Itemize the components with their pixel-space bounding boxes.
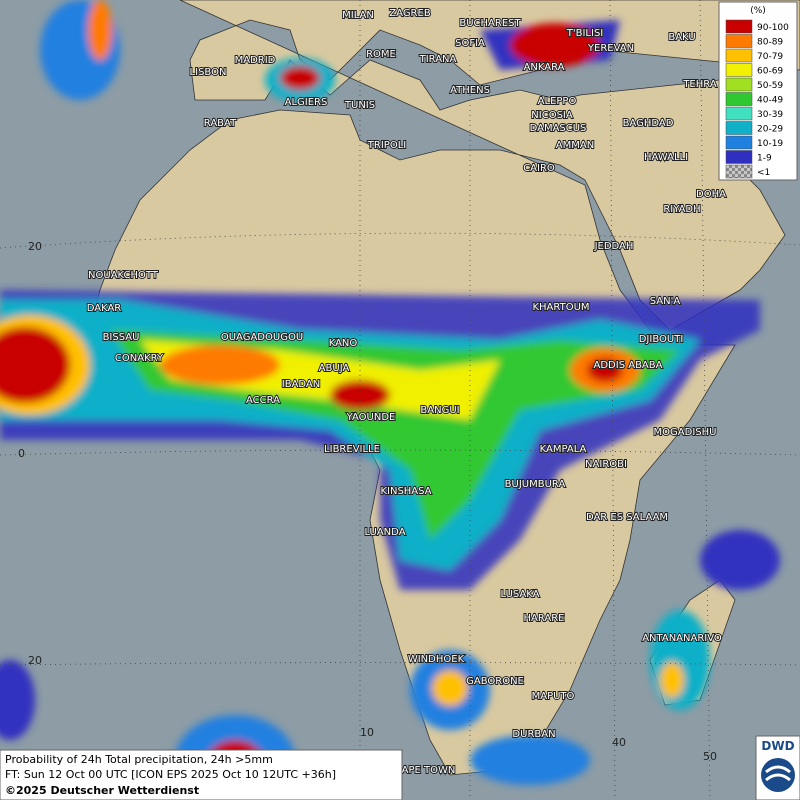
city-label: ATHENS <box>450 85 490 96</box>
city-label: ANTANANARIVO <box>642 633 722 644</box>
city-label: KAMPALA <box>540 444 587 455</box>
city-label: KANO <box>329 338 358 349</box>
caption-box <box>0 749 403 800</box>
legend-swatch <box>725 150 753 164</box>
legend-label: 90-100 <box>757 23 789 33</box>
city-label: ACCRA <box>246 395 280 406</box>
legend-swatch <box>725 19 753 34</box>
city-label: DJIBOUTI <box>639 334 684 345</box>
city-label: CONAKRY <box>115 353 164 364</box>
legend-swatch <box>725 121 753 135</box>
city-label: ADDIS ABABA <box>594 360 663 371</box>
city-label: HAWALLI <box>644 152 688 163</box>
legend-label: 20-29 <box>757 125 783 135</box>
logo: DWD <box>761 739 794 753</box>
city-label: KINSHASA <box>380 486 431 497</box>
city-label: SAN'A <box>650 296 681 307</box>
city-label: T'BILISI <box>566 28 603 39</box>
city-label: DOHA <box>696 189 726 200</box>
city-label: NOUAKCHOTT <box>88 270 159 281</box>
city-label: LUANDA <box>364 527 405 538</box>
city-label: ROME <box>366 49 396 60</box>
city-label: MAPUTO <box>532 691 575 702</box>
city-label: IBADAN <box>282 379 321 390</box>
legend-label: 50-59 <box>757 81 783 91</box>
caption-line: Probability of 24h Total precipitation, … <box>5 753 273 766</box>
legend-label: 70-79 <box>757 52 783 62</box>
city-label: RIYADH <box>663 204 700 215</box>
city-label: LUSAKA <box>501 589 540 600</box>
city-label: KHARTOUM <box>532 302 589 313</box>
city-label: DAKAR <box>87 303 122 314</box>
graticule-label: 20 <box>28 240 42 253</box>
city-label: ANKARA <box>524 62 565 73</box>
legend-swatch <box>725 77 753 92</box>
city-label: ABUJA <box>319 363 350 374</box>
city-label: BISSAU <box>103 332 140 343</box>
legend-swatch <box>725 106 753 121</box>
legend-swatch <box>725 164 753 179</box>
city-label: ALGIERS <box>285 97 328 108</box>
legend-label: <1 <box>757 168 770 178</box>
graticule-label: 40 <box>612 736 626 749</box>
legend-label: 30-39 <box>757 110 783 120</box>
caption-line: FT: Sun 12 Oct 00 UTC [ICON EPS 2025 Oct… <box>5 768 336 781</box>
city-label: CAPE TOWN <box>395 765 456 776</box>
city-label: RABAT <box>204 118 237 129</box>
city-label: TRIPOLI <box>367 140 406 151</box>
graticule-label: 10 <box>360 726 374 739</box>
city-label: WINDHOEK <box>408 654 465 665</box>
city-label: YAOUNDE <box>346 412 396 423</box>
legend-swatch <box>725 48 753 63</box>
city-label: BAKU <box>668 32 695 43</box>
legend-label: 10-19 <box>757 139 783 149</box>
city-label: MILAN <box>342 10 374 21</box>
logo-waves <box>765 765 791 782</box>
city-label: CAIRO <box>523 163 555 174</box>
city-label: YEREVAN <box>587 43 634 54</box>
city-label: ZAGREB <box>389 8 431 19</box>
city-label: NAIROBI <box>585 459 627 470</box>
legend-unit: (%) <box>750 6 766 16</box>
graticule-labels: 20 0 20 10 40 50 <box>18 240 717 763</box>
city-label: BAGHDAD <box>623 118 674 129</box>
city-label: DAR ES SALAAM <box>586 512 668 523</box>
city-label: LISBON <box>190 67 227 78</box>
city-label: TIRANA <box>419 54 457 65</box>
legend-label: 40-49 <box>757 96 783 106</box>
city-labels: MILAN ZAGREB BUCHAREST T'BILISI BAKU LISBON MA… <box>86 7 727 777</box>
city-label: TEHRA <box>682 79 716 90</box>
legend: (%) 90-100 80-89 70-79 60-69 50-59 40-49 30-39… <box>718 1 798 181</box>
caption-copyright: ©2025 Deutscher Wetterdienst <box>5 784 199 797</box>
city-label: MADRID <box>235 55 276 66</box>
legend-label: 80-89 <box>757 38 783 48</box>
city-label: BANGUI <box>420 405 459 416</box>
graticule-label: 50 <box>703 750 717 763</box>
city-label: ALEPPO <box>538 96 577 107</box>
city-label: BUCHAREST <box>459 18 521 29</box>
legend-swatch <box>725 63 753 77</box>
city-label: SOFIA <box>455 38 485 49</box>
city-label: DAMASCUS <box>530 123 587 134</box>
city-label: LIBREVILLE <box>324 444 380 455</box>
city-label: DURBAN <box>512 729 555 740</box>
legend-label: 60-69 <box>757 67 783 77</box>
city-label: GABORONE <box>466 676 524 687</box>
legend-swatch <box>725 34 753 48</box>
city-label: HARARE <box>523 613 564 624</box>
graticule-label: 0 <box>18 447 25 460</box>
legend-swatch <box>725 135 753 150</box>
city-label: OUAGADOUGOU <box>221 332 303 343</box>
city-label: TUNIS <box>344 100 375 111</box>
city-label: BUJUMBURA <box>505 479 566 490</box>
legend-label: 1-9 <box>757 154 772 164</box>
city-label: AMMAN <box>556 140 594 151</box>
legend-swatch <box>725 92 753 106</box>
city-label: NICOSIA <box>531 110 573 121</box>
city-label: MOGADISHU <box>654 427 717 438</box>
city-label: JEDDAH <box>594 241 634 252</box>
graticule-label: 20 <box>28 654 42 667</box>
